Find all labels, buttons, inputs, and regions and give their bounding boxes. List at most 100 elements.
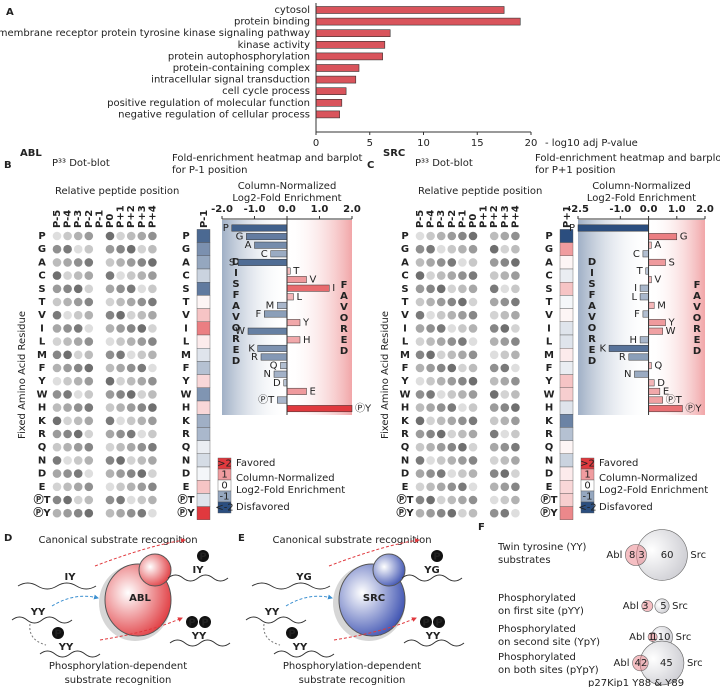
- blot-spot: [436, 324, 446, 333]
- position-label: P-5: [415, 210, 426, 228]
- blot-spot: [468, 231, 478, 241]
- bar: [277, 396, 288, 404]
- blot-spot: [436, 350, 446, 360]
- blot-spot: [436, 508, 446, 518]
- blot-spot: [447, 403, 457, 412]
- blot-spot: [84, 376, 94, 386]
- bar: [648, 387, 661, 395]
- blot-spot: [468, 271, 478, 280]
- phospho-label: P: [201, 618, 208, 629]
- blot-spot: [458, 416, 467, 426]
- blot-spot: [500, 284, 510, 294]
- row-label: K: [401, 416, 410, 427]
- blot-spot: [447, 482, 457, 492]
- blot-spot: [415, 469, 425, 478]
- blot-spot: [52, 231, 62, 241]
- diagram-caption: substrate recognition: [299, 675, 406, 686]
- heatmap-cell: [196, 387, 211, 402]
- blot-spot: [63, 337, 72, 346]
- blot-spot: [447, 469, 457, 478]
- twin-strand: [39, 650, 101, 658]
- blot-spot: [436, 403, 446, 412]
- row-label: Y: [37, 376, 46, 387]
- blot-spot: [126, 244, 136, 254]
- bar: [270, 250, 288, 258]
- blot-spot: [447, 271, 457, 280]
- category-label: kinase activity: [238, 40, 311, 51]
- bar: [286, 387, 307, 395]
- bar-label: A: [654, 240, 661, 251]
- blot-spot: [137, 469, 147, 478]
- blot-spot: [116, 429, 125, 439]
- blot-spot: [84, 482, 94, 492]
- blot-spot: [489, 495, 499, 505]
- diagram-caption: Phosphorylation-dependent: [49, 661, 187, 672]
- abl-circle: [632, 654, 649, 672]
- blot-spot: [105, 403, 115, 412]
- blot-spot: [426, 508, 435, 518]
- position-label: P-1: [94, 210, 105, 228]
- heatmap-row-label: ⓅT: [541, 493, 558, 506]
- blot-spot: [52, 350, 62, 360]
- phospho-circle: [197, 550, 209, 562]
- row-label: E: [402, 482, 409, 493]
- venn-count: 60: [661, 550, 674, 561]
- blot-spot: [500, 429, 510, 439]
- blot-spot: [137, 390, 147, 399]
- blot-spot: [63, 508, 72, 518]
- row-label: D: [401, 469, 409, 480]
- blot-spot: [63, 403, 72, 412]
- bar: [315, 40, 386, 49]
- panel-label: B: [4, 160, 12, 171]
- blot-spot: [447, 231, 457, 241]
- legend-label: Favored: [599, 458, 638, 469]
- blot-spot: [52, 469, 62, 478]
- heatmap-cell: [559, 480, 574, 494]
- twin-label: YY: [264, 607, 280, 618]
- venn-set-name: Abl: [614, 658, 630, 669]
- blot-spot: [458, 376, 467, 386]
- heatmap-row-label: V: [182, 310, 190, 321]
- blot-spot: [63, 231, 72, 241]
- blot-spot: [73, 244, 83, 254]
- bar-label: ⓅT: [666, 394, 683, 406]
- blot-spot: [126, 284, 136, 294]
- blot-spot: [415, 271, 425, 280]
- blot-spot: [426, 429, 435, 439]
- blot-spot: [489, 469, 499, 478]
- blot-spot: [63, 363, 72, 373]
- blot-x-label: Relative peptide position: [418, 186, 542, 197]
- heatmap-row-label: N: [182, 455, 190, 466]
- blot-spot: [126, 350, 136, 360]
- heatmap-row-label: T: [546, 297, 553, 308]
- blot-spot: [489, 508, 499, 518]
- catalysis-arrow: [99, 617, 183, 641]
- blot-spot: [426, 324, 435, 333]
- bar-label: I: [634, 283, 637, 294]
- blot-spot: [500, 363, 510, 373]
- blot-spot: [489, 258, 499, 267]
- blot-spot: [52, 416, 62, 426]
- blot-spot: [63, 416, 72, 426]
- venn-set-name: Src: [690, 550, 706, 561]
- blot-spot: [148, 429, 157, 439]
- phospho-circle: [199, 616, 211, 628]
- blot-spot: [116, 284, 125, 294]
- blot-spot: [426, 495, 435, 505]
- blot-spot: [458, 284, 467, 294]
- heatmap-row-label: W: [543, 389, 554, 400]
- substrate-strand: [251, 582, 331, 590]
- position-label: P+3: [137, 205, 148, 228]
- blot-spot: [415, 403, 425, 412]
- product-label: YG: [423, 565, 439, 576]
- blot-spot: [458, 258, 467, 267]
- blot-spot: [489, 376, 499, 386]
- blot-spot: [73, 271, 83, 280]
- bar-label: M: [657, 300, 666, 311]
- x-tick-label: 0: [313, 138, 319, 149]
- blot-spot: [52, 403, 62, 412]
- blot-spot: [126, 271, 136, 280]
- legend-key: 0: [221, 481, 227, 492]
- blot-spot: [116, 390, 125, 399]
- position-label: P-5: [52, 210, 63, 228]
